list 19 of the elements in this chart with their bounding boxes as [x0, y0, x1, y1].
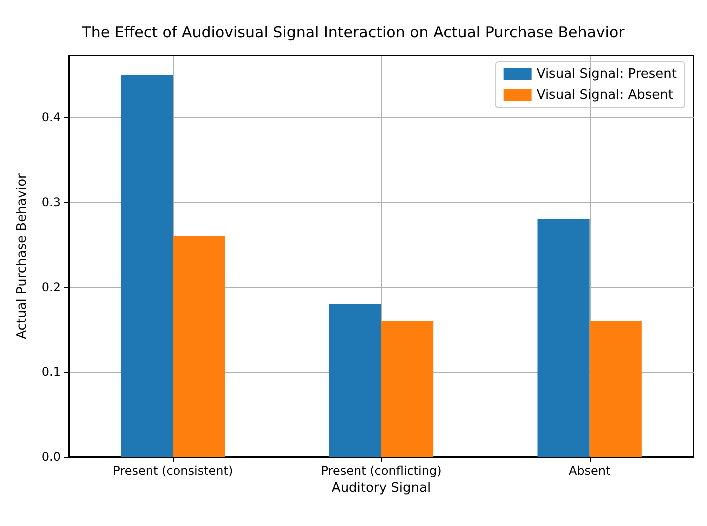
legend-label: Visual Signal: Absent: [536, 88, 674, 103]
chart-title: The Effect of Audiovisual Signal Interaction on Actual Purchase Behavior: [81, 24, 626, 42]
x-tick-label: Absent: [568, 464, 612, 478]
bar: [121, 75, 174, 457]
x-tick-label: Present (consistent): [113, 464, 234, 478]
x-tick-label: Present (conflicting): [321, 464, 442, 478]
y-tick-label: 0.0: [42, 450, 61, 464]
y-tick-label: 0.4: [42, 110, 61, 125]
bar: [382, 321, 434, 457]
bar: [538, 219, 590, 457]
y-tick-label: 0.3: [42, 195, 61, 210]
bar: [173, 236, 226, 457]
bar: [590, 321, 642, 457]
x-axis-title: Auditory Signal: [332, 480, 432, 496]
legend-label: Visual Signal: Present: [536, 67, 678, 82]
bar: [329, 304, 382, 457]
y-axis-title: Actual Purchase Behavior: [15, 172, 30, 340]
y-tick-label: 0.2: [42, 280, 61, 294]
y-tick-label: 0.1: [42, 365, 61, 380]
